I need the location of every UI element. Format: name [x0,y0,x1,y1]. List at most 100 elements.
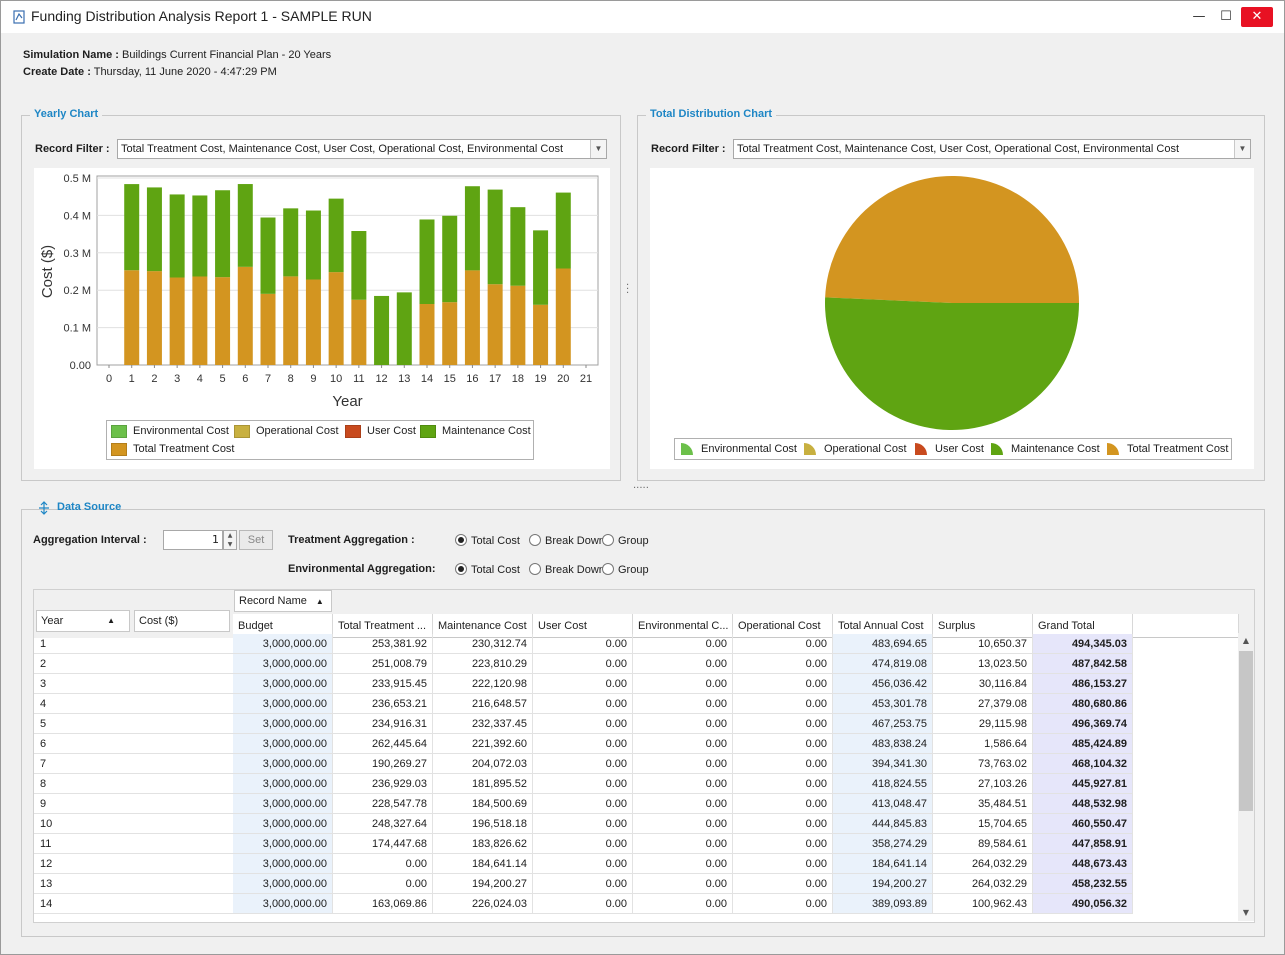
table-cell[interactable]: 0.00 [533,894,633,914]
table-cell[interactable]: 485,424.89 [1033,734,1133,754]
table-cell[interactable]: 0.00 [533,774,633,794]
table-cell[interactable]: 183,826.62 [433,834,533,854]
table-cell[interactable]: 181,895.52 [433,774,533,794]
table-cell[interactable]: 264,032.29 [933,874,1033,894]
table-cell[interactable]: 163,069.86 [333,894,433,914]
table-cell[interactable]: 0.00 [733,674,833,694]
table-cell[interactable]: 483,838.24 [833,734,933,754]
table-cell[interactable]: 174,447.68 [333,834,433,854]
table-cell[interactable]: 0.00 [533,714,633,734]
table-cell[interactable]: 253,381.92 [333,634,433,654]
table-cell[interactable]: 494,345.03 [1033,634,1133,654]
cost-row-header[interactable]: Cost ($) [134,610,230,632]
table-cell[interactable]: 0.00 [633,774,733,794]
table-cell[interactable]: 0.00 [633,654,733,674]
table-cell[interactable]: 0.00 [733,654,833,674]
treatment-radio-break-down[interactable]: Break Down [529,534,605,548]
table-cell[interactable]: 3,000,000.00 [233,854,333,874]
table-cell[interactable]: 0.00 [533,634,633,654]
distribution-record-filter-combo[interactable]: Total Treatment Cost, Maintenance Cost, … [733,139,1251,159]
column-header-operational[interactable]: Operational Cost [733,614,833,638]
table-cell[interactable]: 3,000,000.00 [233,674,333,694]
table-cell[interactable]: 394,341.30 [833,754,933,774]
table-cell[interactable]: 0.00 [633,834,733,854]
table-cell[interactable]: 0.00 [733,794,833,814]
table-cell[interactable]: 0.00 [733,814,833,834]
table-cell[interactable]: 228,547.78 [333,794,433,814]
table-cell[interactable]: 418,824.55 [833,774,933,794]
close-button[interactable]: ✕ [1241,7,1273,27]
table-cell[interactable]: 0.00 [633,754,733,774]
table-cell[interactable]: 3,000,000.00 [233,754,333,774]
table-cell[interactable]: 216,648.57 [433,694,533,714]
table-cell[interactable]: 0.00 [733,694,833,714]
table-cell[interactable]: 486,153.27 [1033,674,1133,694]
table-cell[interactable]: 89,584.61 [933,834,1033,854]
table-cell[interactable]: 0.00 [533,734,633,754]
table-cell[interactable]: 0.00 [733,714,833,734]
table-cell[interactable]: 460,550.47 [1033,814,1133,834]
table-row[interactable]: 6 3,000,000.00 262,445.64 221,392.60 0.00 0.0… [34,734,1134,754]
table-cell[interactable]: 184,641.14 [433,854,533,874]
table-cell[interactable]: 196,518.18 [433,814,533,834]
table-cell[interactable]: 0.00 [533,874,633,894]
table-cell[interactable]: 223,810.29 [433,654,533,674]
table-row[interactable]: 12 3,000,000.00 0.00 184,641.14 0.00 0.00 0.00… [34,854,1134,874]
table-row[interactable]: 10 3,000,000.00 248,327.64 196,518.18 0.00 0.… [34,814,1134,834]
treatment-radio-total-cost[interactable]: Total Cost [455,534,520,548]
aggregation-interval-stepper[interactable]: ▲ ▼ [223,530,237,550]
column-header-surplus[interactable]: Surplus [933,614,1033,638]
chevron-down-icon[interactable]: ▼ [590,140,606,158]
table-cell[interactable]: 13,023.50 [933,654,1033,674]
table-cell[interactable]: 248,327.64 [333,814,433,834]
table-cell[interactable]: 234,916.31 [333,714,433,734]
table-cell[interactable]: 0.00 [533,674,633,694]
table-cell[interactable]: 3,000,000.00 [233,834,333,854]
table-cell[interactable]: 232,337.45 [433,714,533,734]
environmental-radio-group[interactable]: Group [602,563,649,577]
vertical-splitter[interactable]: · · · [626,280,630,299]
table-cell[interactable]: 0.00 [633,894,733,914]
table-cell[interactable]: 226,024.03 [433,894,533,914]
table-cell[interactable]: 0.00 [633,854,733,874]
table-cell[interactable]: 0.00 [533,794,633,814]
scroll-up-icon[interactable]: ▲ [1242,636,1250,645]
column-header-user[interactable]: User Cost [533,614,633,638]
table-row[interactable]: 1 3,000,000.00 253,381.92 230,312.74 0.00 0.0… [34,634,1134,654]
table-cell[interactable]: 100,962.43 [933,894,1033,914]
table-cell[interactable]: 467,253.75 [833,714,933,734]
table-cell[interactable]: 3,000,000.00 [233,654,333,674]
maximize-button[interactable]: ☐ [1220,9,1232,24]
table-cell[interactable]: 0.00 [633,714,733,734]
scroll-down-icon[interactable]: ▼ [1242,908,1250,917]
table-cell[interactable]: 0.00 [533,814,633,834]
column-header-maintenance[interactable]: Maintenance Cost [433,614,533,638]
table-cell[interactable]: 204,072.03 [433,754,533,774]
table-cell[interactable]: 1,586.64 [933,734,1033,754]
table-cell[interactable]: 3,000,000.00 [233,714,333,734]
environmental-radio-total-cost[interactable]: Total Cost [455,563,520,577]
environmental-radio-break-down[interactable]: Break Down [529,563,605,577]
table-cell[interactable]: 0.00 [533,854,633,874]
horizontal-splitter[interactable]: ····· [633,483,649,494]
table-cell[interactable]: 29,115.98 [933,714,1033,734]
table-cell[interactable]: 3,000,000.00 [233,634,333,654]
table-cell[interactable]: 0.00 [533,754,633,774]
column-header-environmental[interactable]: Environmental C... [633,614,733,638]
table-cell[interactable]: 184,641.14 [833,854,933,874]
table-cell[interactable]: 0.00 [333,874,433,894]
table-cell[interactable]: 0.00 [733,774,833,794]
column-header-total-treatment[interactable]: Total Treatment ... [333,614,433,638]
grid-scroll-thumb[interactable] [1239,651,1253,811]
table-cell[interactable]: 184,500.69 [433,794,533,814]
table-cell[interactable]: 3,000,000.00 [233,894,333,914]
table-cell[interactable]: 3,000,000.00 [233,774,333,794]
table-row[interactable]: 13 3,000,000.00 0.00 194,200.27 0.00 0.00 0.00… [34,874,1134,894]
table-cell[interactable]: 194,200.27 [433,874,533,894]
table-cell[interactable]: 496,369.74 [1033,714,1133,734]
table-cell[interactable]: 0.00 [733,894,833,914]
table-cell[interactable]: 30,116.84 [933,674,1033,694]
record-name-header[interactable]: Record Name ▲ [234,590,332,612]
table-cell[interactable]: 483,694.65 [833,634,933,654]
table-cell[interactable]: 0.00 [633,734,733,754]
